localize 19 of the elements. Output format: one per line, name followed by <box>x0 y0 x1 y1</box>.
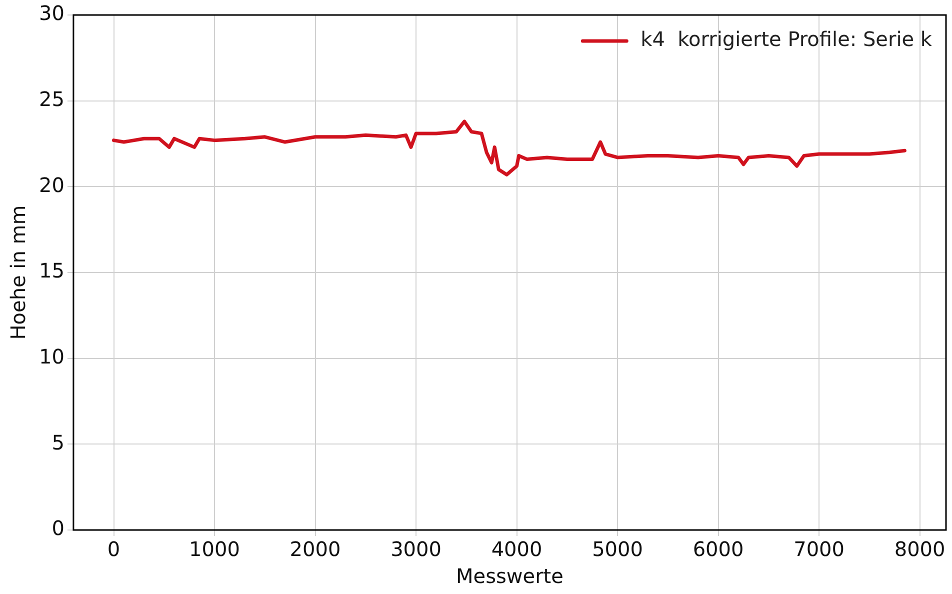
x-tick-label: 6000 <box>692 537 744 562</box>
x-tick-label: 7000 <box>794 537 844 562</box>
y-tick-label: 20 <box>38 172 64 197</box>
x-tick-label: 1000 <box>189 537 240 562</box>
legend-label: k4 korrigierte Profile: Serie k <box>640 27 932 52</box>
y-tick-label: 30 <box>38 1 64 26</box>
y-tick-label: 5 <box>52 430 64 454</box>
y-tick-label: 15 <box>38 258 64 283</box>
x-axis-title: Messwerte <box>456 564 564 588</box>
x-tick-label: 5000 <box>592 537 643 562</box>
x-tick-label: 2000 <box>290 537 341 562</box>
x-tick-label: 8000 <box>894 537 946 562</box>
x-tick-label: 4000 <box>491 537 542 562</box>
x-tick-label: 3000 <box>390 537 442 562</box>
y-tick-label: 25 <box>38 87 64 112</box>
y-tick-label: 0 <box>52 516 64 540</box>
y-axis-title: Hoehe in mm <box>6 205 30 340</box>
y-tick-label: 10 <box>38 344 64 369</box>
x-tick-label: 0 <box>107 537 120 562</box>
